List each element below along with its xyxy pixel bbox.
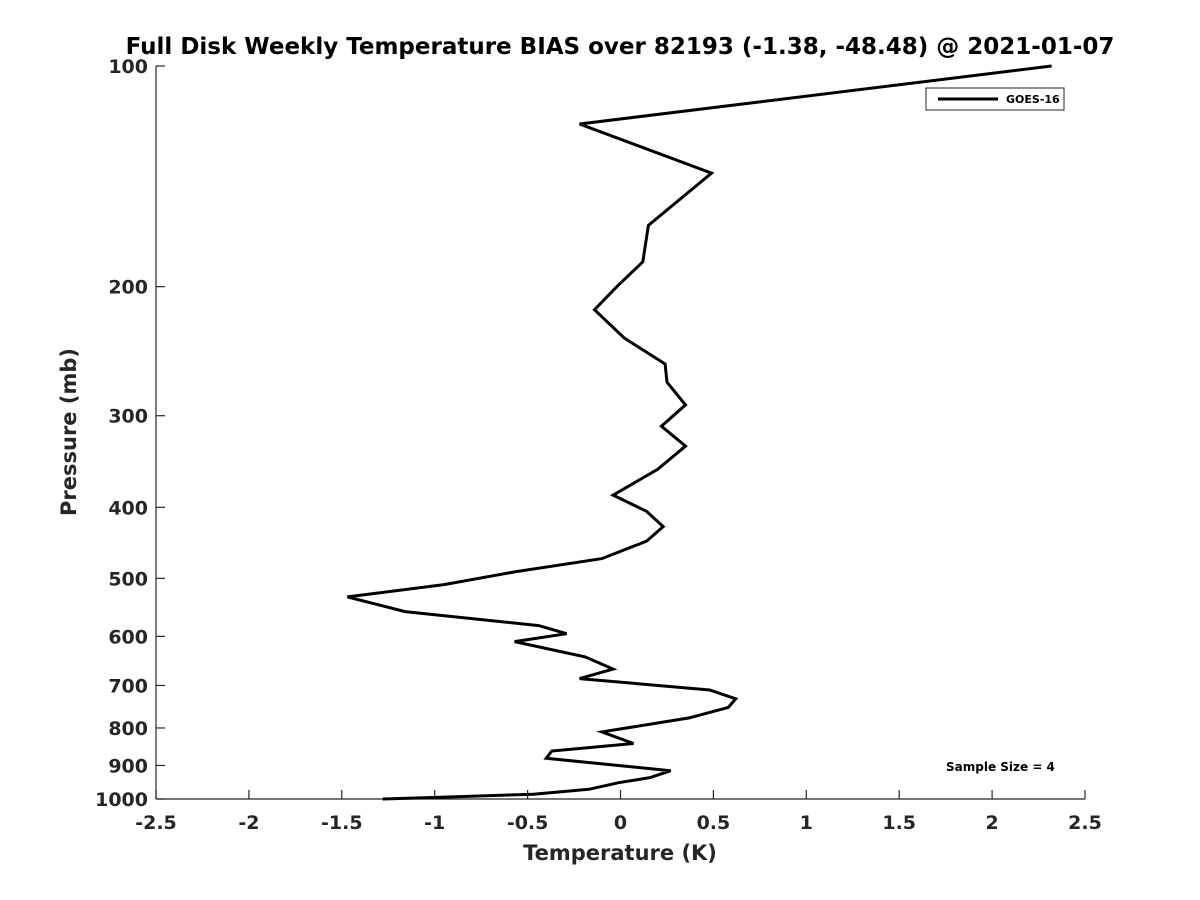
y-tick-label: 100 (108, 56, 148, 78)
x-tick-label: -1 (424, 812, 445, 834)
y-tick-label: 800 (108, 718, 148, 740)
x-ticks: -2.5 -2 -1.5 -1 -0.5 0 0.5 1 1.5 2 2.5 (135, 790, 1102, 834)
legend: GOES-16 (925, 87, 1065, 111)
x-tick-label: 2.5 (1068, 812, 1102, 834)
y-tick-label: 300 (108, 406, 148, 428)
x-tick-label: 0 (614, 812, 627, 834)
x-tick-label: -2 (238, 812, 259, 834)
y-axis-label: Pressure (mb) (57, 348, 81, 516)
x-tick-label: -0.5 (507, 812, 549, 834)
series-line-goes-16 (347, 64, 1052, 801)
y-tick-label: 700 (108, 675, 148, 697)
x-tick-label: 2 (985, 812, 998, 834)
y-tick-label: 500 (108, 568, 148, 590)
x-tick-label: 0.5 (697, 812, 731, 834)
x-axis-label: Temperature (K) (523, 841, 717, 865)
y-tick-label: 200 (108, 277, 148, 299)
sample-size-annotation: Sample Size = 4 (946, 760, 1055, 774)
y-tick-label: 600 (108, 626, 148, 648)
x-tick-label: 1.5 (882, 812, 916, 834)
y-tick-label: 1000 (95, 789, 148, 811)
y-tick-label: 900 (108, 755, 148, 777)
plot-axes (155, 66, 1085, 800)
x-tick-label: 1 (800, 812, 813, 834)
series-layer (347, 64, 1052, 801)
y-tick-label: 400 (108, 497, 148, 519)
x-tick-label: -2.5 (135, 812, 177, 834)
x-tick-label: -1.5 (321, 812, 363, 834)
chart-title: Full Disk Weekly Temperature BIAS over 8… (126, 34, 1115, 60)
y-ticks: 100 200 300 400 500 600 700 800 900 1000 (95, 56, 165, 811)
legend-label-goes-16: GOES-16 (1006, 93, 1060, 106)
